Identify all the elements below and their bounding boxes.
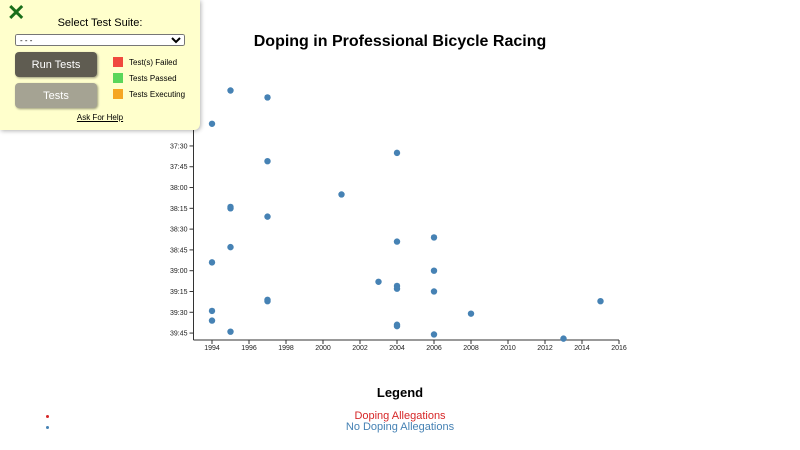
executing-swatch bbox=[113, 89, 123, 99]
data-point[interactable] bbox=[430, 288, 438, 295]
y-tick-label: 39:15 bbox=[170, 289, 188, 296]
legend-doping: Doping Allegations bbox=[354, 410, 446, 422]
x-tick-label: 2004 bbox=[389, 345, 405, 352]
select-suite-label: Select Test Suite: bbox=[57, 17, 143, 29]
data-point[interactable] bbox=[264, 94, 271, 101]
passed-label: Tests Passed bbox=[129, 73, 177, 83]
data-point[interactable] bbox=[227, 243, 234, 251]
data-point[interactable] bbox=[467, 310, 475, 317]
data-point[interactable] bbox=[227, 205, 234, 212]
x-tick-label: 2014 bbox=[574, 345, 590, 352]
data-point[interactable] bbox=[264, 297, 271, 305]
legend-executing: Tests Executing bbox=[113, 89, 185, 99]
data-point[interactable] bbox=[338, 191, 345, 198]
y-tick-label: 37:30 bbox=[170, 143, 188, 150]
legend-passed: Tests Passed bbox=[113, 73, 177, 83]
passed-swatch bbox=[113, 73, 123, 83]
data-point[interactable] bbox=[264, 157, 271, 165]
data-point[interactable] bbox=[208, 307, 216, 315]
data-point[interactable] bbox=[430, 267, 438, 274]
x-tick-label: 2008 bbox=[463, 345, 479, 352]
data-point[interactable] bbox=[597, 297, 604, 305]
y-tick-label: 38:15 bbox=[170, 206, 188, 213]
y-tick-label: 38:00 bbox=[170, 185, 188, 192]
y-tick-label: 38:45 bbox=[170, 247, 188, 254]
data-point[interactable] bbox=[264, 213, 271, 220]
data-point[interactable] bbox=[430, 331, 438, 338]
x-tick-label: 1998 bbox=[278, 345, 294, 352]
legend-dot-no-doping bbox=[46, 426, 49, 429]
x-tick-label: 1994 bbox=[204, 345, 220, 352]
data-point[interactable] bbox=[393, 285, 401, 292]
data-point[interactable] bbox=[393, 322, 401, 330]
legend-no-doping: No Doping Allegations bbox=[345, 421, 455, 433]
run-tests-button[interactable]: Run Tests bbox=[15, 52, 97, 77]
data-point[interactable] bbox=[208, 259, 216, 266]
x-tick-label: 2006 bbox=[426, 345, 442, 352]
data-point[interactable] bbox=[208, 120, 216, 127]
failed-swatch bbox=[113, 57, 123, 67]
x-tick-label: 2016 bbox=[611, 345, 627, 352]
x-tick-label: 2000 bbox=[315, 345, 331, 352]
test-panel: ✕ Select Test Suite: - - - Run Tests Tes… bbox=[0, 0, 200, 130]
data-point[interactable] bbox=[393, 238, 401, 245]
data-point[interactable] bbox=[227, 328, 234, 335]
y-tick-label: 38:30 bbox=[170, 227, 188, 234]
data-point[interactable] bbox=[227, 87, 234, 94]
y-tick-label: 39:30 bbox=[170, 310, 188, 317]
close-x-icon[interactable]: ✕ bbox=[7, 0, 26, 25]
x-tick-label: 1996 bbox=[241, 345, 257, 352]
executing-label: Tests Executing bbox=[129, 89, 186, 99]
test-suite-select[interactable]: - - - bbox=[15, 34, 185, 46]
y-tick-label: 37:45 bbox=[170, 164, 188, 171]
failed-label: Test(s) Failed bbox=[129, 57, 178, 67]
ask-for-help-link[interactable]: Ask For Help bbox=[76, 113, 124, 122]
tests-button[interactable]: Tests bbox=[15, 83, 97, 108]
y-tick-label: 39:00 bbox=[170, 268, 188, 275]
legend-failed: Test(s) Failed bbox=[113, 57, 177, 67]
chart-title: Doping in Professional Bicycle Racing bbox=[254, 33, 547, 50]
x-tick-label: 2010 bbox=[500, 345, 516, 352]
legend-dot-doping bbox=[46, 415, 49, 418]
data-point[interactable] bbox=[393, 149, 401, 157]
legend-title: Legend bbox=[376, 385, 424, 400]
x-tick-label: 2002 bbox=[352, 345, 368, 352]
x-tick-label: 2012 bbox=[537, 345, 553, 352]
data-point[interactable] bbox=[560, 335, 567, 342]
data-point[interactable] bbox=[430, 234, 438, 241]
y-tick-label: 39:45 bbox=[170, 331, 188, 338]
data-point[interactable] bbox=[208, 317, 216, 324]
data-point[interactable] bbox=[375, 278, 382, 285]
